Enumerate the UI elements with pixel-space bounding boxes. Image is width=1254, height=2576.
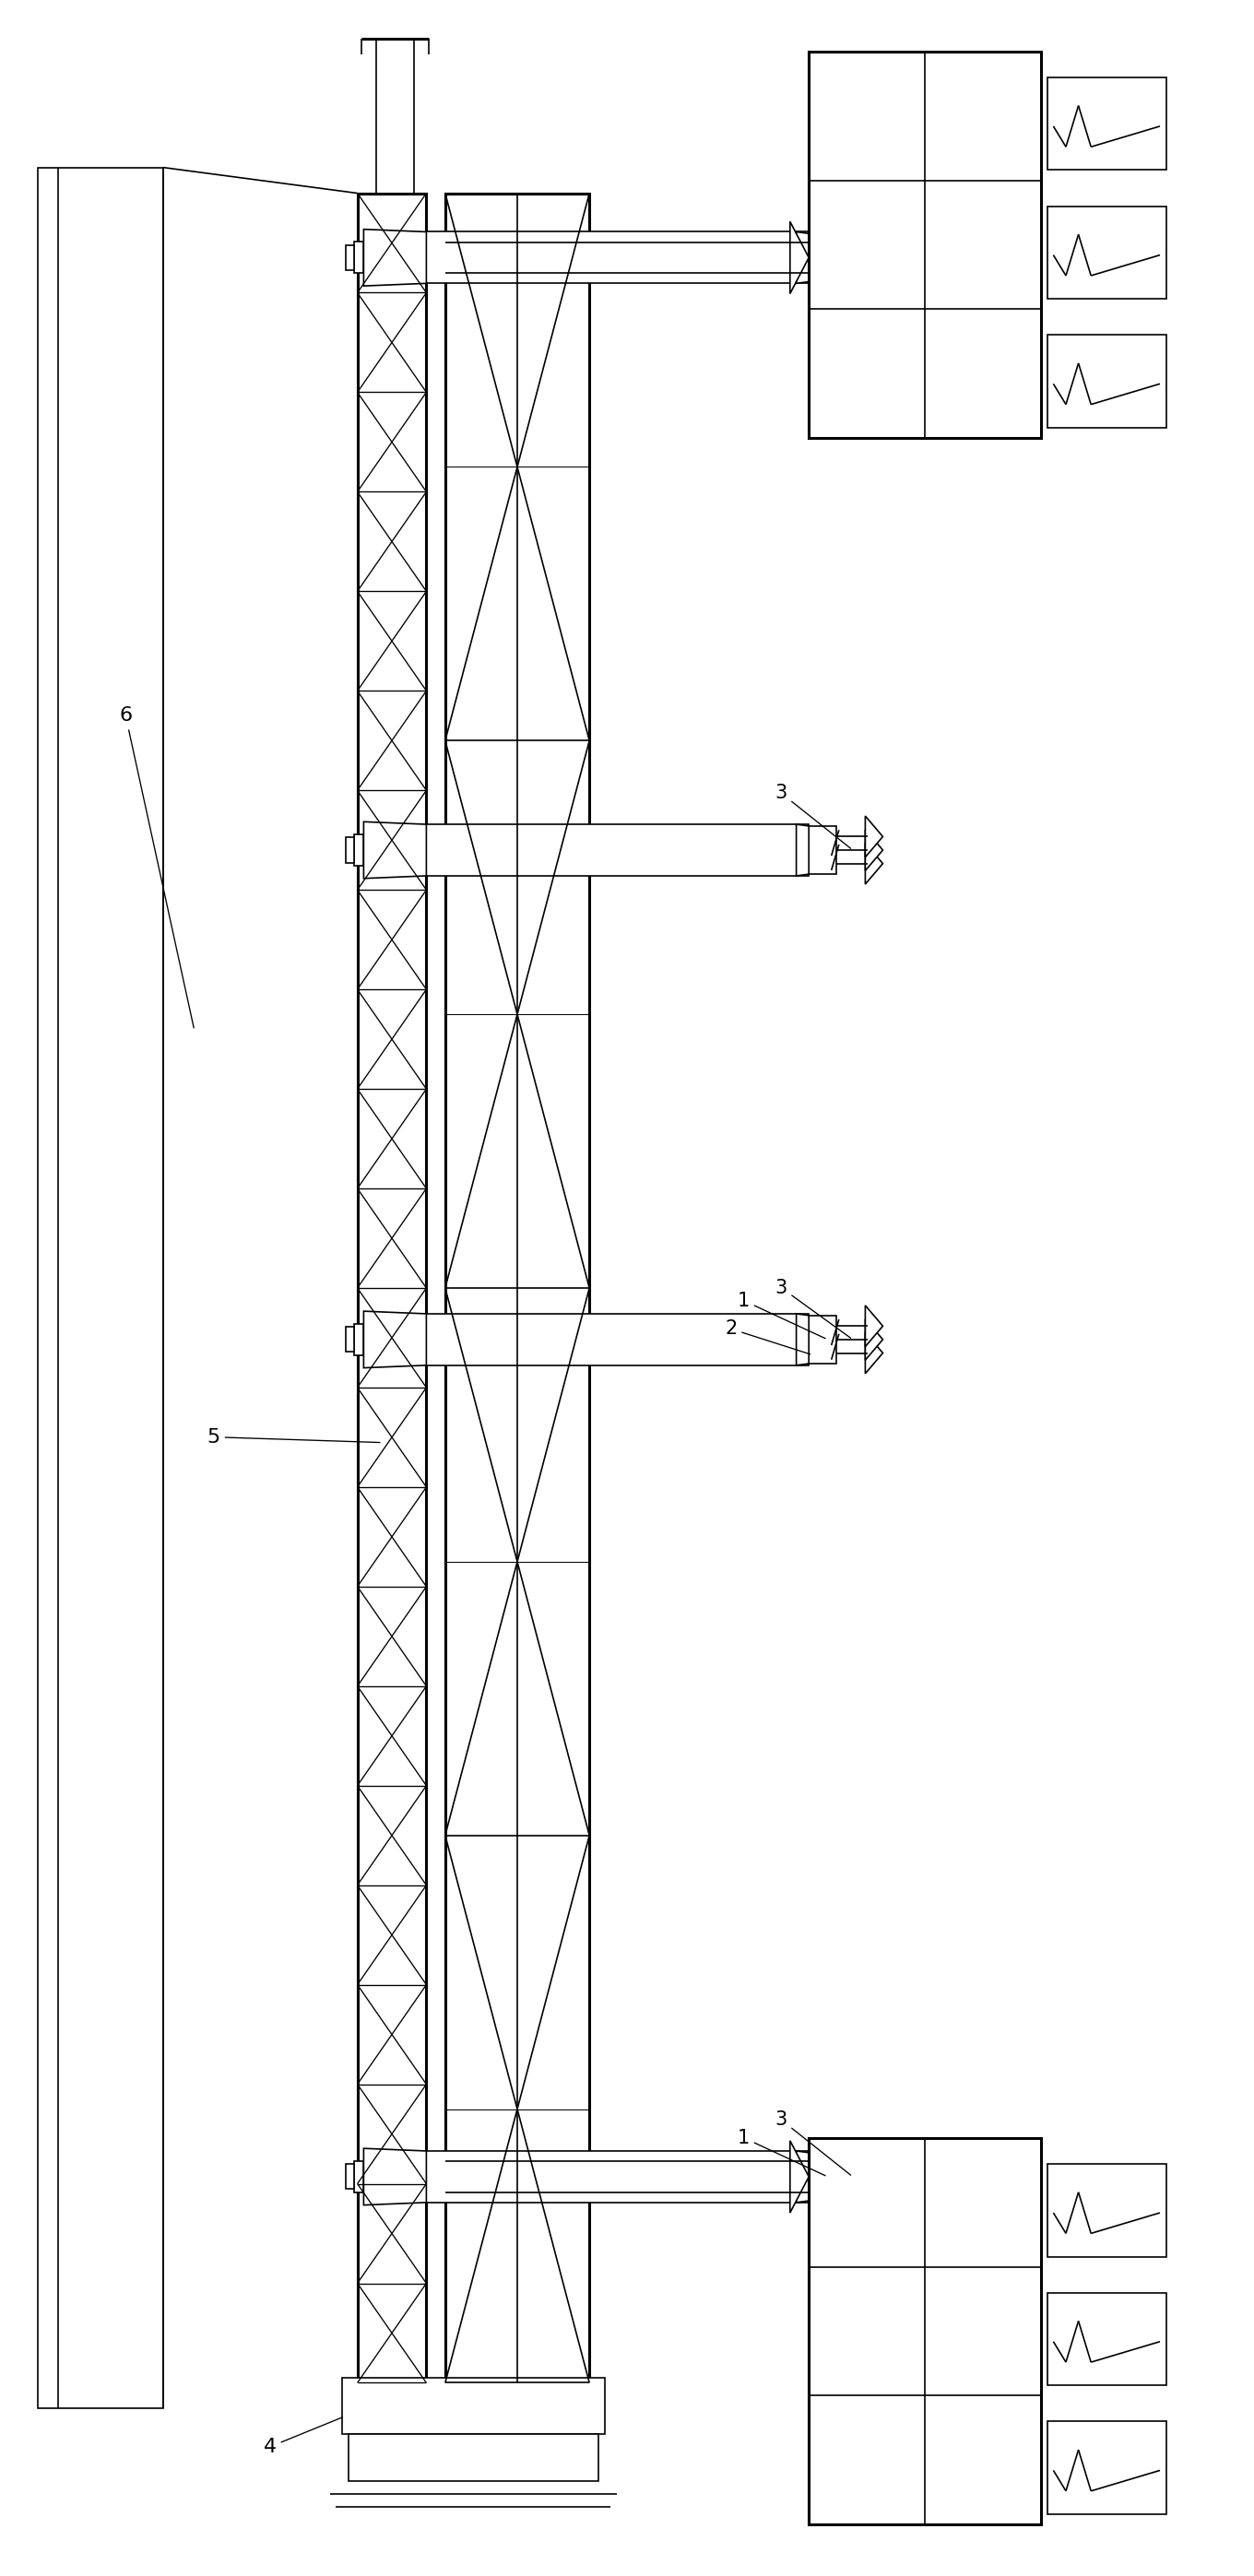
Polygon shape <box>865 817 883 858</box>
Polygon shape <box>364 2148 426 2205</box>
Text: 6: 6 <box>119 706 194 1028</box>
Bar <box>346 1327 354 1352</box>
Text: 5: 5 <box>207 1427 380 1445</box>
Bar <box>346 245 354 270</box>
Bar <box>349 2434 598 2481</box>
Text: 3: 3 <box>775 783 850 848</box>
Text: 2: 2 <box>725 1319 810 1355</box>
Bar <box>1047 2293 1166 2385</box>
Polygon shape <box>865 1306 883 1347</box>
Bar <box>354 242 364 273</box>
Bar <box>376 39 414 193</box>
Bar <box>1047 206 1166 299</box>
Polygon shape <box>364 1311 426 1368</box>
Text: 3: 3 <box>775 2110 850 2174</box>
Bar <box>1047 335 1166 428</box>
Polygon shape <box>790 222 809 294</box>
Polygon shape <box>865 1319 883 1360</box>
Polygon shape <box>364 822 426 878</box>
Bar <box>809 2138 1041 2524</box>
Bar <box>354 2161 364 2192</box>
Bar <box>1047 2164 1166 2257</box>
Bar <box>426 1314 809 1365</box>
Bar <box>809 52 1041 438</box>
Text: 1: 1 <box>737 1291 825 1340</box>
Bar <box>426 824 809 876</box>
Polygon shape <box>865 1332 883 1373</box>
Polygon shape <box>796 2151 809 2202</box>
Bar <box>426 232 809 283</box>
Bar <box>809 1316 836 1363</box>
Polygon shape <box>796 232 809 283</box>
Bar <box>346 2164 354 2190</box>
Bar <box>809 827 836 873</box>
Polygon shape <box>364 229 426 286</box>
Text: 3: 3 <box>775 1278 850 1337</box>
Text: 4: 4 <box>263 2416 342 2455</box>
Polygon shape <box>865 842 883 884</box>
Bar <box>357 193 426 2383</box>
Text: 1: 1 <box>737 2128 825 2177</box>
Polygon shape <box>865 829 883 871</box>
Polygon shape <box>790 2141 809 2213</box>
Polygon shape <box>796 1314 809 1365</box>
Bar <box>354 1324 364 1355</box>
Bar <box>38 167 163 2409</box>
Bar <box>354 835 364 866</box>
Bar <box>342 2378 604 2434</box>
Bar <box>426 2151 809 2202</box>
Bar <box>809 234 836 281</box>
Polygon shape <box>796 824 809 876</box>
Bar <box>1047 2421 1166 2514</box>
Bar <box>346 837 354 863</box>
Bar <box>809 2154 836 2200</box>
Bar <box>445 193 589 2383</box>
Bar <box>1047 77 1166 170</box>
